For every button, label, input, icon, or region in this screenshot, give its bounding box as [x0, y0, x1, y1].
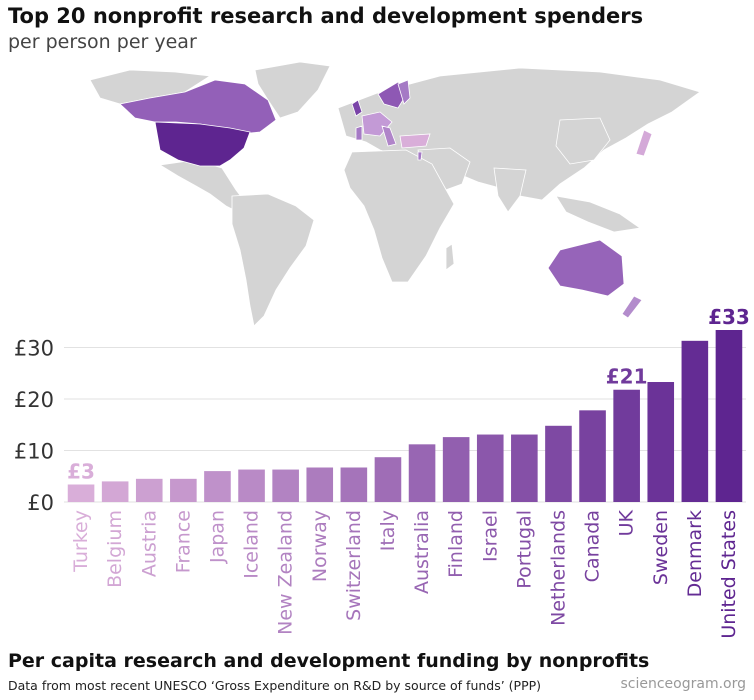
y-tick-label: £20 [14, 388, 54, 412]
bar-france [170, 478, 197, 502]
land-india [493, 167, 527, 213]
bar-iceland [238, 469, 265, 502]
footer-title: Per capita research and development fund… [8, 650, 650, 672]
bar-finland [442, 437, 470, 502]
land-uk [351, 99, 363, 117]
land-china-east [555, 117, 611, 165]
value-label: £33 [708, 305, 750, 329]
value-label: £21 [606, 365, 648, 389]
bar-uk [613, 389, 640, 502]
land-south-america [231, 193, 315, 327]
x-tick-label: Turkey [70, 510, 92, 573]
land-madagascar [445, 243, 455, 271]
x-tick-label: Switzerland [343, 510, 365, 621]
x-tick-label: Australia [411, 510, 433, 594]
y-tick-label: £10 [14, 440, 54, 464]
land-southeast-asia [555, 195, 642, 233]
bar-new-zealand [272, 469, 299, 502]
x-tick-label: United States [718, 510, 740, 639]
bar-italy [374, 457, 402, 502]
map-highlighted-countries [119, 79, 653, 319]
x-tick-label: Sweden [650, 510, 672, 585]
x-tick-label: Iceland [241, 510, 263, 579]
x-tick-label: Italy [377, 510, 399, 551]
land-australia [547, 239, 625, 297]
x-axis-labels: Turkey Belgium Austria France Japan Iceland Ne… [70, 509, 740, 638]
bar-israel [476, 434, 504, 502]
bar-switzerland [340, 467, 368, 502]
x-tick-label: Finland [445, 510, 467, 578]
footer-credit: scienceogram.org [620, 676, 746, 692]
land-finland [397, 79, 411, 105]
x-tick-label: France [172, 510, 194, 573]
map-land [89, 61, 701, 327]
x-tick-label: Austria [138, 510, 160, 577]
bar-austria [135, 478, 163, 502]
footer-source: Data from most recent UNESCO ‘Gross Expe… [8, 678, 542, 693]
bar-australia [408, 444, 436, 502]
land-israel [417, 151, 423, 161]
y-tick-label: £30 [14, 337, 54, 361]
x-tick-label: Netherlands [547, 510, 569, 626]
world-map [89, 61, 701, 327]
y-tick-label: £0 [27, 491, 54, 515]
land-italy [381, 125, 397, 147]
x-tick-label: Israel [479, 510, 501, 562]
x-tick-label: Denmark [684, 510, 706, 597]
land-united-states [154, 121, 251, 167]
value-annotations: £3 £21 £33 [67, 305, 750, 483]
x-tick-label: UK [616, 509, 638, 536]
bar-denmark [681, 340, 709, 502]
land-japan [635, 129, 653, 157]
land-africa [343, 149, 455, 283]
x-tick-label: New Zealand [275, 510, 297, 635]
bar-norway [306, 467, 334, 502]
bar-sweden [647, 382, 675, 502]
bars [67, 330, 743, 502]
land-portugal [355, 125, 363, 141]
x-tick-label: Belgium [104, 510, 126, 588]
land-new-zealand [621, 295, 643, 319]
value-label: £3 [67, 459, 95, 483]
bar-chart: £0 £10 £20 £30 £3 £21 £33 Turkey Belgium Austri… [14, 305, 750, 639]
x-tick-label: Japan [206, 510, 228, 564]
bar-netherlands [545, 425, 572, 502]
chart-subtitle: per person per year [8, 31, 197, 53]
bar-united-states [715, 330, 743, 502]
land-greenland [254, 61, 331, 119]
y-axis-ticks: £0 £10 £20 £30 [14, 337, 54, 515]
x-tick-label: Canada [582, 510, 604, 582]
bar-canada [579, 410, 606, 502]
bar-belgium [101, 481, 129, 502]
land-turkey [399, 133, 431, 149]
bar-japan [204, 471, 231, 502]
x-tick-label: Norway [309, 510, 331, 582]
chart-title: Top 20 nonprofit research and developmen… [8, 4, 644, 28]
x-tick-label: Portugal [513, 510, 535, 589]
bar-turkey [67, 484, 95, 502]
bar-portugal [511, 434, 538, 502]
